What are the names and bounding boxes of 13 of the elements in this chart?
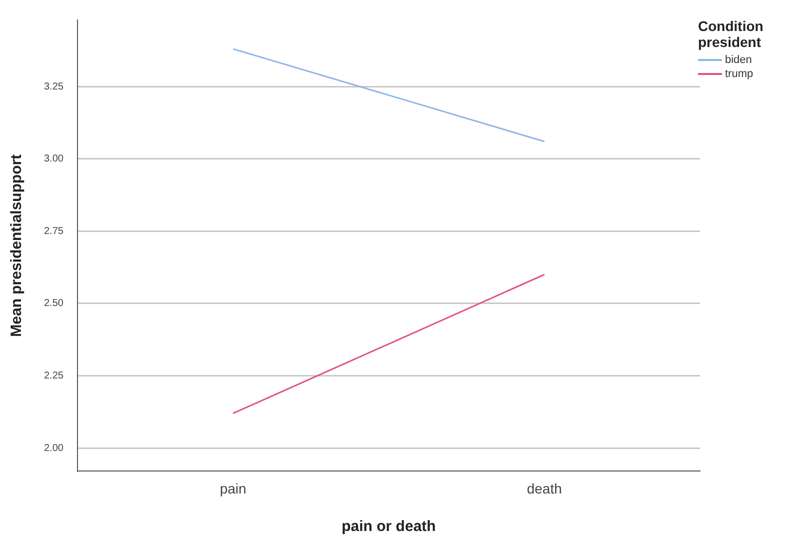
y-tick-label: 3.25 [44,81,64,92]
y-tick-label: 2.25 [44,370,64,382]
legend-label: trump [725,68,754,80]
y-tick-label: 2.00 [44,442,64,454]
x-axis-title: pain or death [342,518,436,536]
legend-title: Condition president [698,18,764,50]
y-tick-label: 3.00 [44,154,64,165]
x-tick-label: death [526,480,562,496]
y-tick-label: 2.75 [44,226,64,237]
legend-label: biden [725,54,752,66]
x-tick-label: pain [220,480,246,496]
y-axis-title: Mean presidentialsupport [8,154,26,337]
y-tick-label: 2.50 [44,298,64,310]
